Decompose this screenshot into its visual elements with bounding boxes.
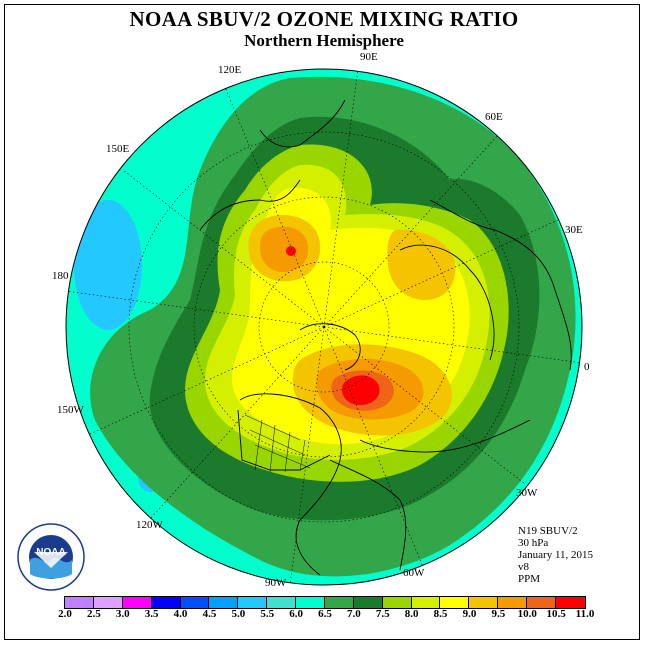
colorbar-cell: [238, 597, 268, 608]
colorbar-label: 3.0: [115, 608, 130, 620]
colorbar-label: 8.0: [404, 608, 419, 620]
band-10-10.5-spot: [286, 246, 296, 256]
info-units: PPM: [518, 573, 541, 585]
colorbar-cell: [65, 597, 94, 608]
lon-label-60e: 60E: [485, 111, 503, 123]
lon-label-90w: 90W: [265, 577, 287, 589]
colorbar-label: 9.0: [462, 608, 477, 620]
colorbar-cell: [527, 597, 556, 608]
map-boundary: [65, 68, 583, 586]
colorbar-label: 4.5: [202, 608, 217, 620]
colorbar-cell: [267, 597, 296, 608]
noaa-logo: NOAA: [17, 523, 85, 591]
ozone-field: [66, 69, 582, 585]
lon-label-90e: 90E: [360, 51, 378, 63]
colorbar-label: 4.0: [173, 608, 188, 620]
colorbar-cell: [440, 597, 470, 608]
colorbar-label: 8.5: [433, 608, 448, 620]
lon-label-150e: 150E: [106, 143, 130, 155]
longitude-labels: 90E 60E 30E 0 30W 60W 90W 120W 150W 180 …: [52, 51, 590, 589]
colorbar-cell: [382, 597, 412, 608]
colorbar-cell: [122, 597, 152, 608]
state-boundaries: [244, 414, 311, 473]
lon-label-180: 180: [52, 270, 69, 282]
band-9-9.5-west: [260, 226, 309, 272]
colorbar-cell: [296, 597, 325, 608]
colorbar-cell: [209, 597, 239, 608]
colorbar-label: 5.5: [260, 608, 275, 620]
colorbar-label: 9.5: [491, 608, 506, 620]
page-subtitle: Northern Hemisphere: [244, 31, 404, 50]
colorbar-label: 10.0: [517, 608, 537, 620]
info-instrument: N19 SBUV/2: [518, 525, 578, 537]
colorbar-cell: [151, 597, 181, 608]
colorbar-cell: [411, 597, 441, 608]
colorbar-cell: [498, 597, 527, 608]
colorbar-cell: [555, 597, 585, 608]
colorbar-label: 11.0: [575, 608, 595, 620]
lon-label-120e: 120E: [218, 64, 242, 76]
band-10-10.5: [342, 375, 380, 406]
colorbar-label: 10.5: [546, 608, 566, 620]
lon-label-30e: 30E: [565, 224, 583, 236]
colorbar-cell: [469, 597, 499, 608]
colorbar-label: 2.0: [58, 608, 72, 620]
colorbar-label: 7.5: [375, 608, 390, 620]
colorbar-cell: [180, 597, 210, 608]
colorbar-labels: 2.0 2.5 3.0 3.5 4.0 4.5 5.0 5.5 6.0 6.5 7.0 7.5 8.0 8…: [0, 608, 648, 622]
colorbar-cell: [93, 597, 123, 608]
info-pressure: 30 hPa: [518, 537, 549, 549]
band-8.5-9-east: [387, 229, 456, 300]
graticule: [66, 69, 582, 585]
colorbar-label: 3.5: [144, 608, 159, 620]
logo-text: NOAA: [36, 547, 65, 558]
colorbar-label: 2.5: [87, 608, 101, 620]
colorbar-label: 7.0: [347, 608, 361, 620]
colorbar-label: 6.0: [289, 608, 303, 620]
lon-label-60w: 60W: [403, 567, 425, 579]
colorbar-cell: [353, 597, 383, 608]
info-date: January 11, 2015: [518, 549, 594, 561]
blue-patch: [74, 200, 142, 330]
lon-label-0: 0: [584, 361, 590, 373]
colorbar-label: 6.5: [318, 608, 332, 620]
page-title: NOAA SBUV/2 OZONE MIXING RATIO: [129, 7, 519, 31]
info-version: v8: [518, 561, 529, 573]
colorbar-cell: [324, 597, 354, 608]
frame-border: [4, 4, 640, 640]
colorbar: [64, 596, 586, 609]
colorbar-label: 5.0: [231, 608, 246, 620]
lon-label-150w: 150W: [57, 404, 85, 416]
lon-label-30w: 30W: [516, 487, 538, 499]
lon-label-120w: 120W: [136, 519, 164, 531]
